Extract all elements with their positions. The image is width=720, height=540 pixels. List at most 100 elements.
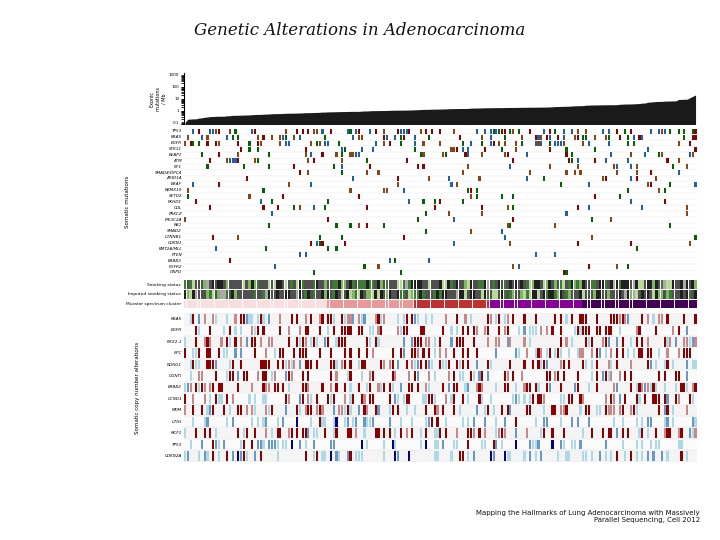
Bar	[526, 428, 528, 438]
Bar	[616, 314, 618, 323]
Bar	[543, 406, 545, 415]
Bar	[377, 383, 379, 392]
Bar	[333, 406, 335, 415]
Bar	[240, 300, 243, 308]
Bar	[577, 326, 579, 335]
Bar	[290, 300, 293, 308]
Bar	[647, 182, 649, 187]
Bar	[251, 280, 253, 289]
Bar	[327, 290, 329, 299]
Bar	[445, 360, 447, 369]
Bar	[232, 417, 234, 427]
Bar	[262, 280, 265, 289]
Bar	[451, 182, 453, 187]
Bar	[507, 314, 508, 323]
Bar	[243, 371, 245, 381]
Bar	[462, 170, 464, 175]
Bar	[288, 337, 290, 347]
Bar	[484, 417, 486, 427]
Bar	[305, 326, 307, 335]
Bar	[630, 451, 632, 461]
Bar	[206, 280, 209, 289]
Bar	[246, 451, 248, 461]
Bar	[207, 451, 209, 461]
Bar	[316, 451, 318, 461]
Bar	[644, 394, 646, 404]
Bar	[490, 135, 492, 140]
Bar	[590, 217, 593, 222]
Bar	[316, 141, 318, 146]
Bar	[436, 280, 438, 289]
Bar	[305, 314, 307, 323]
Bar	[257, 141, 259, 146]
Bar	[276, 290, 279, 299]
Bar	[377, 264, 379, 269]
Bar	[324, 451, 326, 461]
Bar	[361, 280, 363, 289]
Bar	[559, 290, 562, 299]
Bar	[285, 440, 287, 449]
Text: Mapping the Hallmarks of Lung Adenocarcinoma with Massively
Parallel Sequencing,: Mapping the Hallmarks of Lung Adenocarci…	[476, 510, 700, 523]
Bar	[529, 326, 531, 335]
Bar	[414, 300, 416, 308]
Bar	[330, 440, 332, 449]
Bar	[484, 129, 486, 134]
Bar	[633, 280, 635, 289]
Bar	[310, 290, 312, 299]
Bar	[246, 406, 248, 415]
Bar	[454, 383, 455, 392]
Bar	[352, 152, 354, 158]
Bar	[470, 141, 472, 146]
Bar	[610, 300, 613, 308]
Bar	[223, 348, 225, 358]
Bar	[515, 440, 517, 449]
Bar	[262, 290, 265, 299]
Bar	[611, 217, 613, 222]
Bar	[523, 280, 526, 289]
Bar	[540, 290, 543, 299]
Bar	[352, 314, 354, 323]
Bar	[405, 280, 408, 289]
Bar	[372, 147, 374, 152]
Bar	[658, 406, 660, 415]
Bar	[554, 141, 557, 146]
Bar	[588, 300, 590, 308]
Bar	[268, 300, 271, 308]
Bar	[366, 300, 369, 308]
Bar	[562, 371, 564, 381]
Bar	[423, 394, 425, 404]
Bar	[590, 235, 593, 240]
Bar	[565, 451, 567, 461]
Bar	[414, 290, 416, 299]
Bar	[355, 417, 357, 427]
Bar	[658, 394, 660, 404]
Bar	[198, 314, 200, 323]
Bar	[585, 406, 588, 415]
Bar	[585, 451, 588, 461]
Bar	[647, 300, 649, 308]
Bar	[296, 290, 299, 299]
Bar	[565, 300, 568, 308]
Bar	[442, 360, 444, 369]
Bar	[428, 176, 430, 181]
Bar	[630, 129, 632, 134]
Bar	[456, 326, 458, 335]
Bar	[476, 360, 478, 369]
Bar	[534, 290, 537, 299]
Bar	[349, 152, 351, 158]
Bar	[240, 314, 242, 323]
Bar	[302, 394, 304, 404]
Bar	[467, 300, 469, 308]
Bar	[366, 406, 369, 415]
Bar	[428, 337, 430, 347]
Bar	[229, 406, 231, 415]
Bar	[500, 300, 503, 308]
Bar	[453, 280, 456, 289]
Bar	[672, 406, 674, 415]
Bar	[274, 280, 276, 289]
Bar	[405, 300, 408, 308]
Bar	[442, 383, 444, 392]
Bar	[560, 440, 562, 449]
Bar	[240, 360, 242, 369]
Bar	[481, 141, 483, 146]
